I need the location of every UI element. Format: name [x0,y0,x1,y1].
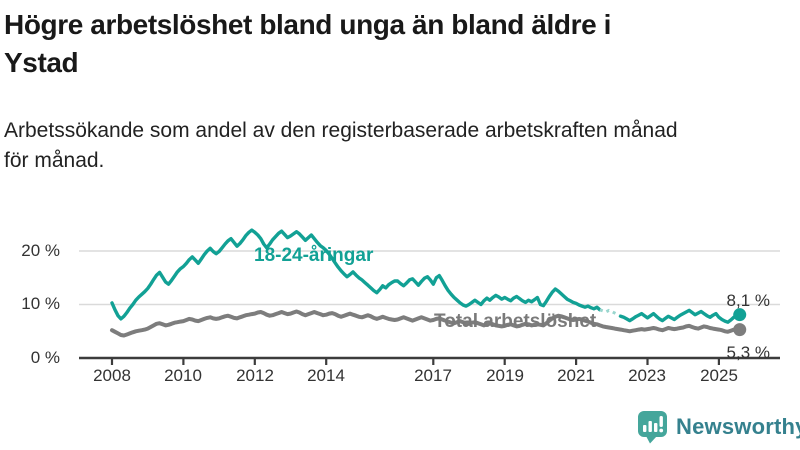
youth-series-line [619,308,742,324]
total-end-value-label: 5,3 % [726,343,770,362]
total-series-label: Total arbetslöshet [434,311,597,332]
newsworthy-logo[interactable]: Newsworthy [637,410,800,444]
x-axis-label-2010: 2010 [164,366,202,385]
total-end-dot [733,323,747,337]
x-axis-label-2014: 2014 [307,366,345,385]
bar-chart-speech-bubble-icon [638,411,667,444]
y-axis-label-20: 20 % [21,241,60,260]
x-axis-tick-marks [110,358,721,365]
youth-series-line-dashed-gap [599,308,622,318]
page-title: Högre arbetslöshet bland unga än bland ä… [4,6,764,82]
x-axis-label-2019: 2019 [486,366,524,385]
x-axis-label-2023: 2023 [628,366,666,385]
youth-end-dot [733,308,747,322]
page-subtitle: Arbetssökande som andel av den registerb… [4,116,784,177]
chart-canvas [79,228,780,365]
page-subtitle-line-2: för månad. [4,149,105,173]
page-subtitle-line-1: Arbetssökande som andel av den registerb… [4,119,678,142]
x-axis-label-2021: 2021 [557,366,595,385]
page-title-line-1: Högre arbetslöshet bland unga än bland ä… [4,9,612,40]
x-axis-label-2012: 2012 [236,366,274,385]
x-axis-label-2008: 2008 [93,366,131,385]
youth-series-line [110,228,602,321]
total-series-line [110,309,742,338]
x-axis-label-2017: 2017 [414,366,452,385]
x-axis-label-2025: 2025 [700,366,738,385]
youth-end-value-label: 8,1 % [726,291,770,310]
line-chart: 20 % 10 % 0 % 2008 2010 2012 2014 2017 2… [0,210,800,410]
youth-series-label: 18-24-åringar [254,245,374,266]
y-axis-label-0: 0 % [30,348,60,367]
page-title-line-2: Ystad [4,46,79,78]
newsworthy-wordmark: Newsworthy [676,414,800,439]
y-axis-label-10: 10 % [21,294,60,313]
